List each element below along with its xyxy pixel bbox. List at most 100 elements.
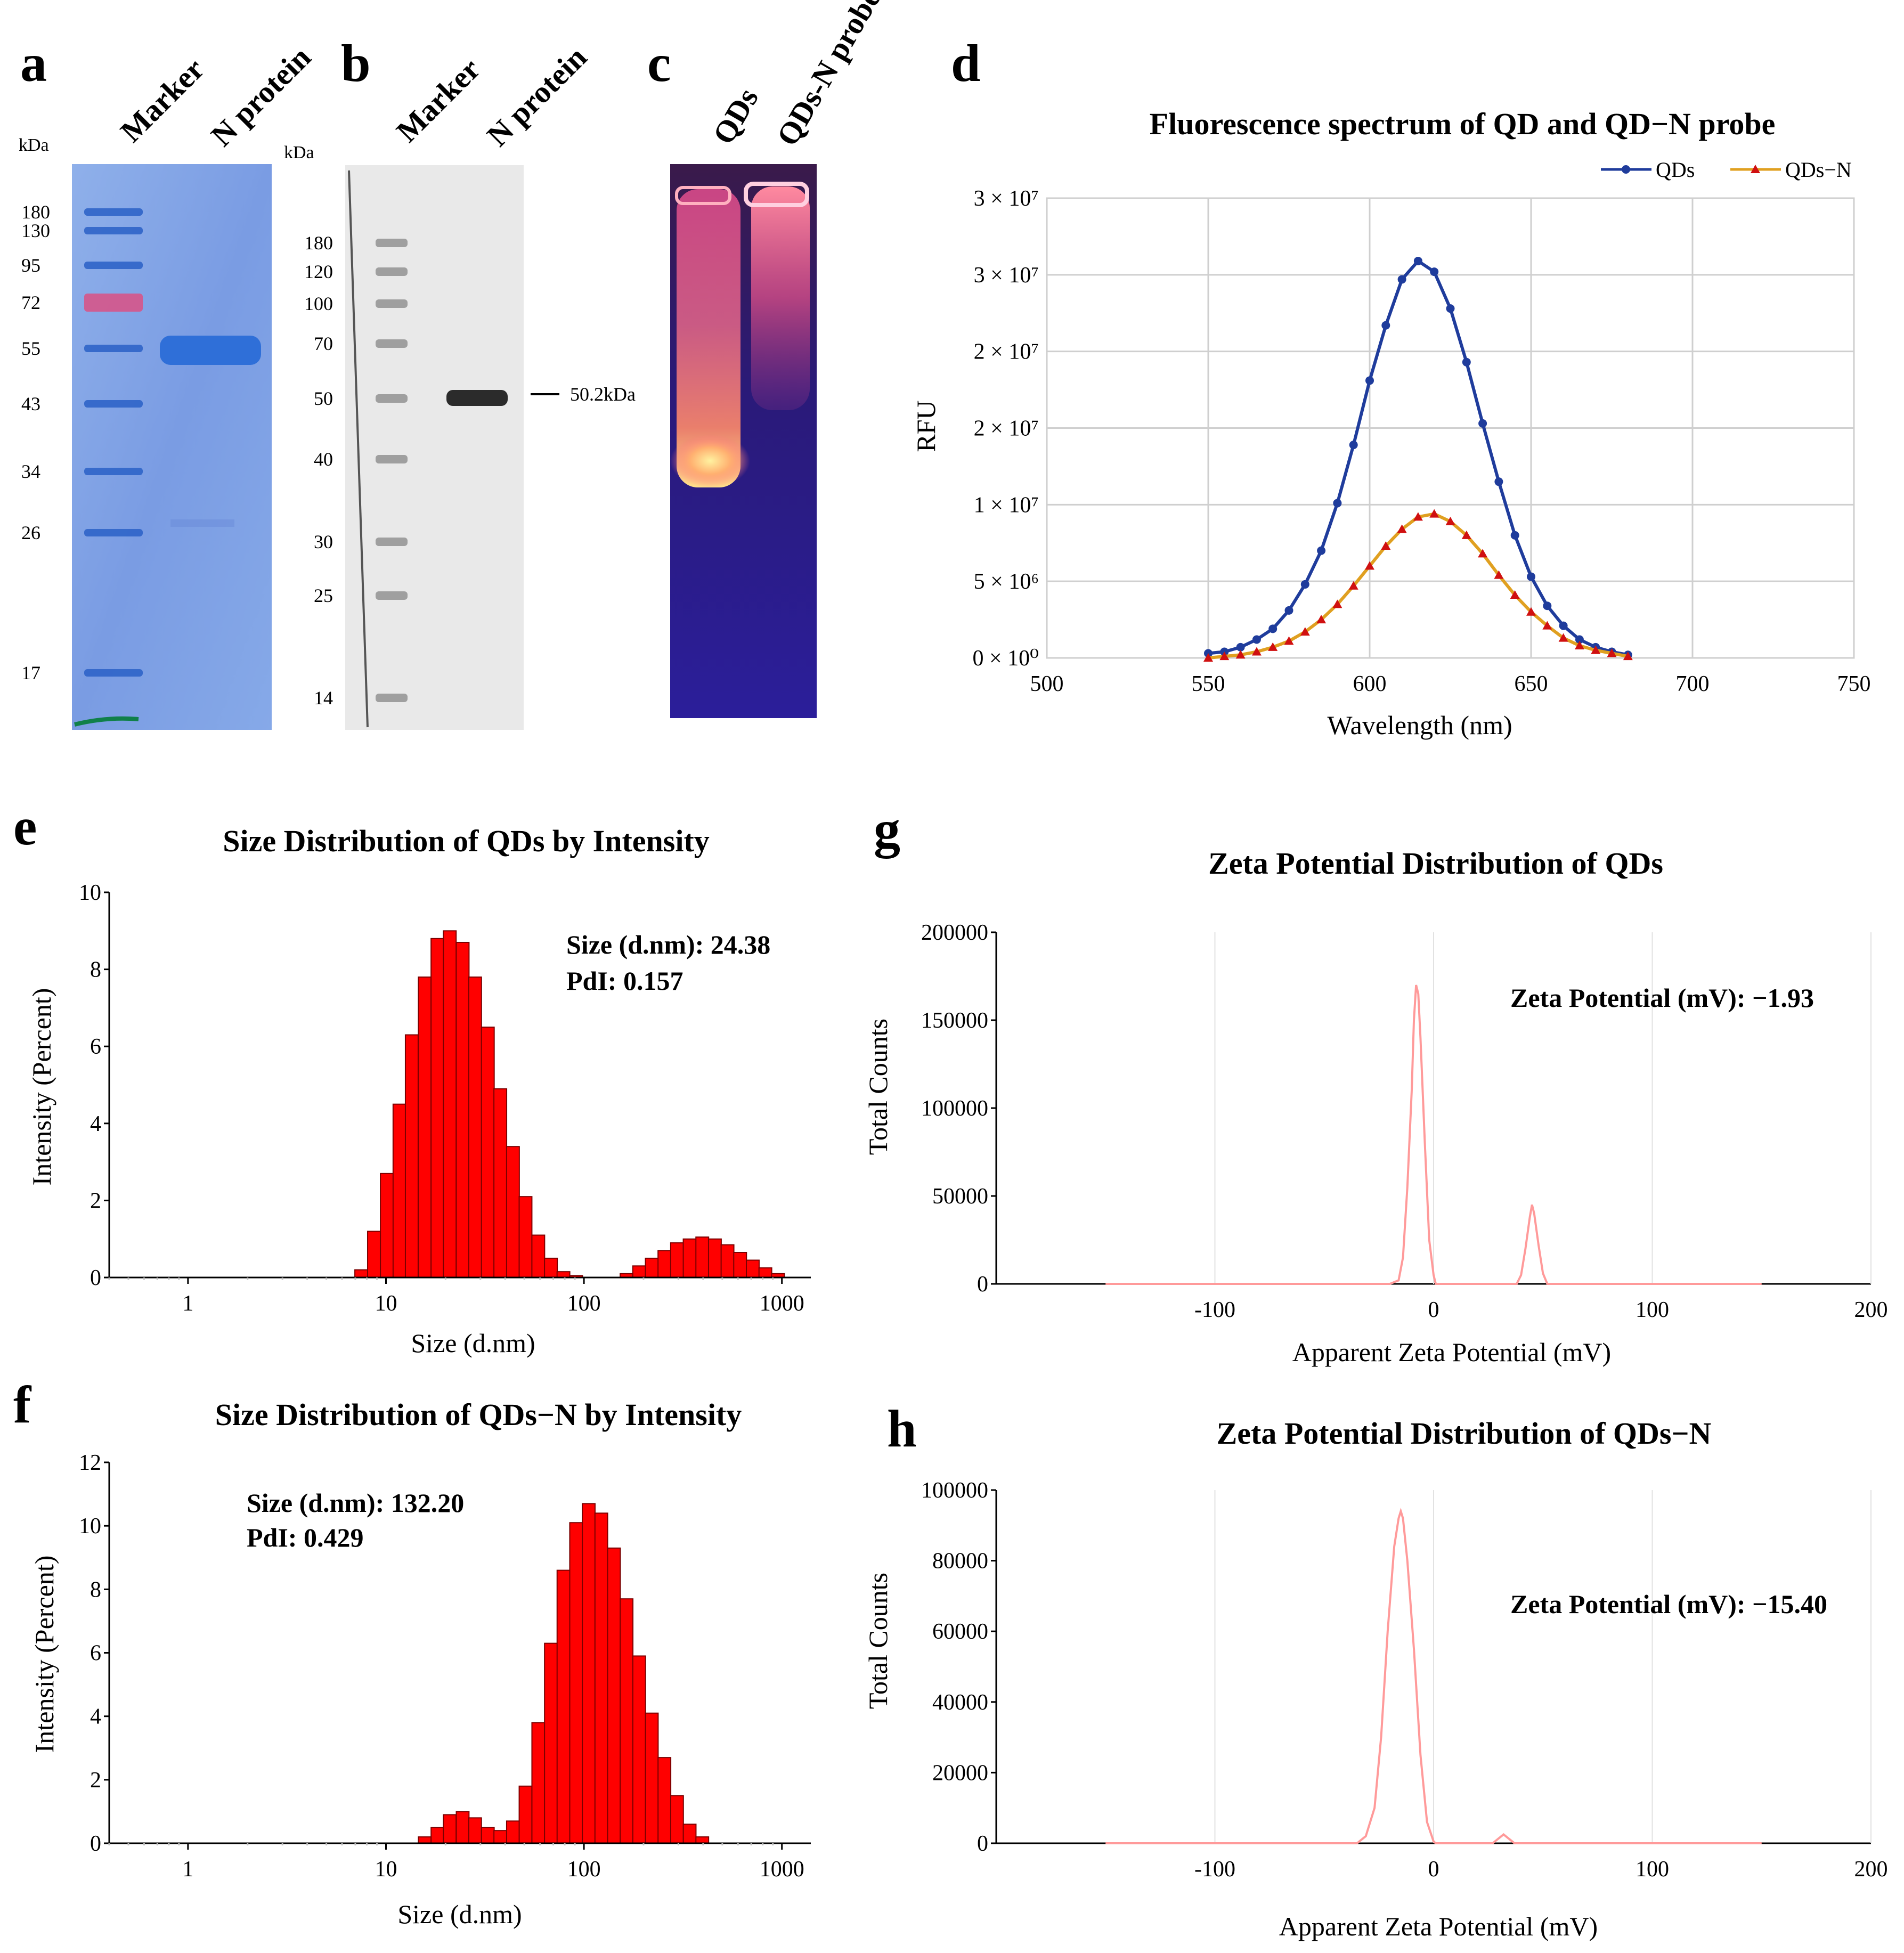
- chart-g-xlabel: Apparent Zeta Potential (mV): [1292, 1337, 1611, 1367]
- marker-band-72: [84, 294, 143, 312]
- x-tick-label: 1000: [760, 1857, 804, 1882]
- chart-d-x-tick: 600: [1353, 672, 1387, 696]
- blot-marker-label-25: 25: [314, 585, 333, 606]
- y-tick-label: 6: [90, 1641, 101, 1666]
- panel-label-c: c: [647, 34, 671, 93]
- marker-label-130: 130: [21, 220, 50, 241]
- legend-qdsn-marker: [1751, 165, 1760, 173]
- chart-d-point-qdsn: [1542, 621, 1552, 630]
- x-tick-label: 1000: [760, 1291, 804, 1316]
- y-tick-label: 12: [79, 1451, 101, 1475]
- y-tick-label: 2: [90, 1189, 101, 1213]
- y-tick-label: 60000: [932, 1620, 988, 1644]
- y-tick-label: 100000: [921, 1478, 988, 1503]
- y-tick-label: 150000: [921, 1008, 988, 1033]
- chart-d-point-qds: [1381, 321, 1390, 330]
- chart-d-point-qdsn: [1284, 636, 1294, 645]
- faint-band: [170, 519, 234, 527]
- chart-e-ylabel: Intensity (Percent): [27, 988, 56, 1186]
- chart-e: Size Distribution of QDs by Intensity 0 2…: [27, 824, 811, 1358]
- marker-ladder-b: [376, 239, 408, 702]
- y-tick-label: 40000: [932, 1690, 988, 1715]
- chart-d-legend: QDs QDs−N: [1601, 158, 1852, 182]
- chart-d-point-qds: [1300, 580, 1309, 589]
- histogram-bar: [531, 1722, 546, 1844]
- chart-d-title: Fluorescence spectrum of QD and QD−N pro…: [1150, 107, 1776, 141]
- chart-d-point-qds: [1252, 635, 1261, 644]
- panel-label-g: g: [874, 800, 900, 859]
- histogram-bar: [506, 1146, 520, 1278]
- chart-h-axes: [991, 1489, 1872, 1844]
- y-tick-label: 6: [90, 1035, 101, 1059]
- x-tick-label: -100: [1194, 1298, 1235, 1322]
- chart-d-point-qdsn: [1251, 647, 1262, 656]
- x-tick-label: 0: [1428, 1298, 1439, 1322]
- chart-d-y-tick: 2 × 10⁷: [974, 340, 1039, 364]
- histogram-bar: [556, 1569, 571, 1844]
- chart-d-point-qds: [1543, 601, 1552, 611]
- x-tick-label: 1: [182, 1291, 193, 1316]
- blot-marker-band-120: [376, 267, 408, 276]
- x-tick-label: 200: [1854, 1857, 1888, 1882]
- chart-d-xlabel: Wavelength (nm): [1327, 710, 1512, 740]
- histogram-bar: [443, 1814, 457, 1844]
- histogram-bar: [392, 1103, 406, 1278]
- histogram-bar: [695, 1836, 710, 1844]
- x-tick-label: 0: [1428, 1857, 1439, 1882]
- chart-d-y-tick: 2 × 10⁷: [974, 417, 1039, 441]
- lane-label-qds-n-probe: QDs-N probe: [770, 0, 888, 152]
- blot-edge-line: [348, 170, 369, 728]
- chart-d-x-tick: 650: [1515, 672, 1548, 696]
- probe-well: [744, 182, 809, 207]
- marker-label-43: 43: [21, 393, 40, 414]
- y-tick-label: 20000: [932, 1761, 988, 1785]
- chart-d-x-tick: 550: [1192, 672, 1225, 696]
- chart-d-point-qdsn: [1348, 581, 1358, 590]
- chart-f-bars: [418, 1503, 710, 1844]
- marker-band-55: [84, 345, 143, 352]
- histogram-bar: [430, 938, 445, 1278]
- chart-h: Zeta Potential Distribution of QDs−N 0 20…: [863, 1416, 1888, 1941]
- y-tick-label: 0: [90, 1266, 101, 1290]
- chart-d-gridlines: [1046, 197, 1855, 659]
- chart-d-point-qdsn: [1397, 524, 1407, 533]
- x-tick-label: -100: [1194, 1857, 1235, 1882]
- chart-d-point-qdsn: [1300, 627, 1310, 636]
- chart-d-point-qds: [1446, 304, 1455, 313]
- chart-h-title: Zeta Potential Distribution of QDs−N: [1217, 1416, 1712, 1451]
- chart-d-y-tick: 0 × 10⁰: [972, 646, 1039, 671]
- panel-label-b: b: [341, 34, 371, 93]
- gel-a-unit: kDa: [19, 135, 49, 155]
- chart-d-x-ticks: 500 550 600 650 700 750: [1030, 672, 1871, 696]
- histogram-bar: [758, 1267, 772, 1279]
- panel-label-f: f: [13, 1375, 32, 1434]
- qds-lane-smear: [677, 189, 741, 487]
- histogram-bar: [707, 1238, 722, 1278]
- y-tick-label: 100000: [921, 1096, 988, 1121]
- histogram-bar: [720, 1244, 735, 1278]
- chart-f-y-ticks: 0 2 4 6 8 10 12: [79, 1451, 101, 1856]
- histogram-bar: [670, 1795, 684, 1844]
- chart-d-point-qdsn: [1461, 530, 1471, 539]
- blot-marker-label-180: 180: [304, 232, 333, 254]
- chart-f-xlabel: Size (d.nm): [397, 1899, 522, 1929]
- y-tick-label: 0: [90, 1832, 101, 1856]
- x-tick-label: 10: [375, 1291, 397, 1316]
- chart-h-series: [1105, 1508, 1762, 1844]
- chart-d-ylabel: RFU: [911, 400, 941, 452]
- marker-band-17: [84, 669, 143, 677]
- marker-labels-b: 180 120 100 70 50 40 30 25 14: [304, 232, 333, 709]
- marker-label-55: 55: [21, 338, 40, 359]
- chart-d-point-qdsn: [1235, 650, 1246, 659]
- histogram-bar: [645, 1712, 659, 1844]
- chart-g-title: Zeta Potential Distribution of QDs: [1208, 846, 1663, 881]
- x-tick-label: 1: [182, 1857, 193, 1882]
- panel-label-h: h: [887, 1399, 917, 1458]
- histogram-bar: [404, 1034, 419, 1278]
- blot-marker-band-30: [376, 538, 408, 546]
- marker-band-34: [84, 468, 143, 475]
- marker-label-72: 72: [21, 292, 40, 313]
- panel-label-d: d: [951, 34, 981, 93]
